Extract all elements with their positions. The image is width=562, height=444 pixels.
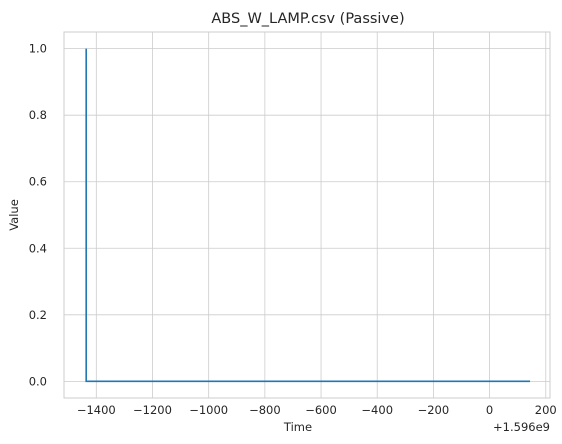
x-axis-label: Time xyxy=(283,420,312,434)
y-tick-label: 0.2 xyxy=(29,308,47,322)
y-tick-label: 0.6 xyxy=(29,175,47,189)
chart-title: ABS_W_LAMP.csv (Passive) xyxy=(211,11,404,27)
x-tick-label: −200 xyxy=(418,403,450,417)
y-tick-label: 1.0 xyxy=(29,42,47,56)
y-axis-label: Value xyxy=(7,199,21,231)
y-axis-ticks: 0.0 0.2 0.4 0.6 0.8 1.0 xyxy=(29,42,47,389)
x-axis-ticks: −1400 −1200 −1000 −800 −600 −400 −200 0 200 xyxy=(77,403,557,417)
x-tick-label: −1200 xyxy=(133,403,172,417)
y-tick-label: 0.8 xyxy=(29,108,47,122)
x-tick-label: −400 xyxy=(361,403,393,417)
x-axis-offset-label: +1.596e9 xyxy=(493,420,550,434)
x-tick-label: −1400 xyxy=(77,403,116,417)
series-group xyxy=(85,48,531,383)
y-tick-label: 0.0 xyxy=(29,374,47,388)
x-tick-label: −1000 xyxy=(189,403,228,417)
x-tick-label: −800 xyxy=(249,403,281,417)
x-tick-label: −600 xyxy=(305,403,337,417)
x-tick-label: 0 xyxy=(486,403,493,417)
grid xyxy=(64,32,550,398)
series-line xyxy=(85,48,531,383)
plot-area xyxy=(63,31,551,399)
y-tick-label: 0.4 xyxy=(29,241,47,255)
x-tick-label: 200 xyxy=(535,403,557,417)
